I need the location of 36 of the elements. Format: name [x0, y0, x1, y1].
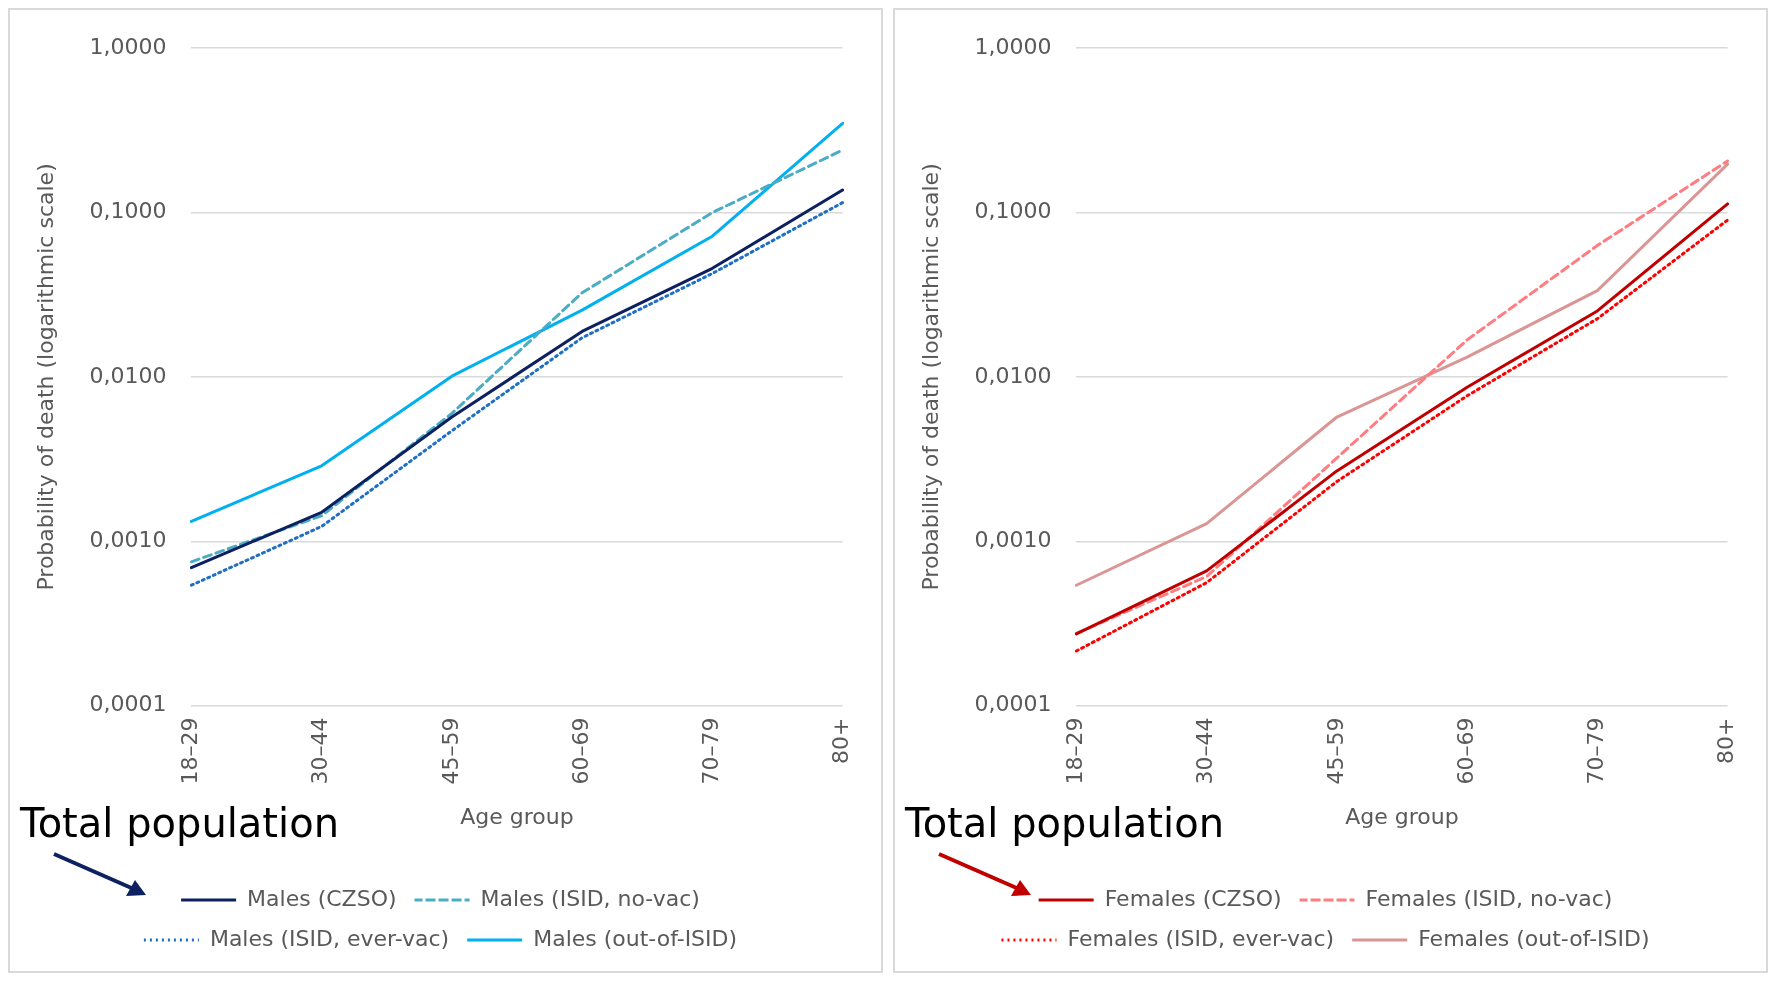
y-tick-label: 0,0100: [974, 362, 1052, 388]
y-tick-label: 1,0000: [89, 33, 167, 59]
x-tick-label: 80+: [828, 717, 854, 765]
legend-label: Females (CZSO): [1104, 885, 1282, 911]
legend-label: Females (ISID, no-vac): [1365, 885, 1613, 911]
y-tick-label: 0,0010: [974, 526, 1052, 552]
x-axis-title: Age group: [1345, 803, 1459, 829]
y-tick-label: 0,0001: [89, 691, 167, 717]
x-tick-label: 70–79: [698, 717, 724, 785]
x-tick-label: 70–79: [1583, 717, 1609, 785]
x-tick-label: 18–29: [1062, 717, 1088, 785]
y-tick-label: 0,1000: [974, 198, 1052, 224]
y-tick-label: 0,1000: [89, 198, 167, 224]
x-tick-label: 60–69: [1452, 717, 1478, 785]
x-tick-label: 80+: [1713, 717, 1739, 765]
x-tick-label: 30–44: [307, 717, 333, 785]
y-axis-title: Probability of death (logarithmic scale): [917, 163, 943, 591]
x-axis-title: Age group: [460, 803, 574, 829]
x-tick-label: 18–29: [177, 717, 203, 785]
legend-label: Males (ISID, no-vac): [480, 885, 700, 911]
x-tick-label: 30–44: [1192, 717, 1218, 785]
y-tick-label: 0,0001: [974, 691, 1052, 717]
x-tick-label: 60–69: [567, 717, 593, 785]
y-tick-label: 0,0100: [89, 362, 167, 388]
x-tick-label: 45–59: [437, 717, 463, 785]
legend-label: Males (CZSO): [247, 885, 397, 911]
y-tick-label: 1,0000: [974, 33, 1052, 59]
y-axis-title: Probability of death (logarithmic scale): [32, 163, 58, 591]
y-tick-label: 0,0010: [89, 526, 167, 552]
legend-label: Females (out-of-ISID): [1418, 925, 1650, 951]
legend-label: Females (ISID, ever-vac): [1067, 925, 1335, 951]
text: Total population: [20, 800, 339, 846]
legend-label: Males (ISID, ever-vac): [209, 925, 450, 951]
legend-label: Males (out-of-ISID): [533, 925, 738, 951]
x-tick-label: 45–59: [1322, 717, 1348, 785]
text: Total population: [905, 800, 1224, 846]
